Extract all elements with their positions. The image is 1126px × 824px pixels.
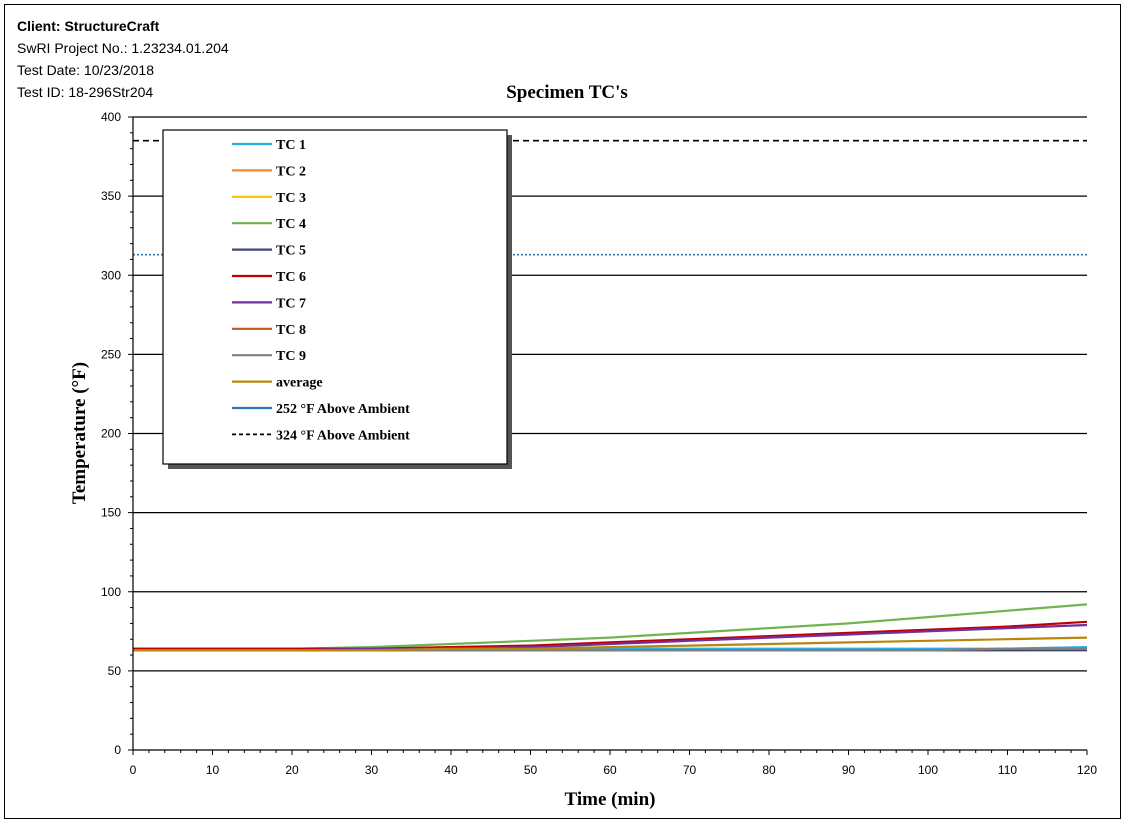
y-tick-label-0: 0 bbox=[114, 743, 121, 757]
x-tick-label-10: 10 bbox=[206, 763, 220, 777]
legend-label-1: TC 1 bbox=[276, 138, 306, 153]
x-axis-label: Time (min) bbox=[565, 789, 656, 810]
client-label: Client: StructureCraft bbox=[17, 18, 160, 34]
series-lines bbox=[133, 603, 1088, 652]
legend: TC 1 TC 2 TC 3 TC 4 TC 5 TC 6 TC 7 TC 8 TC 9 aver… bbox=[162, 129, 512, 469]
project-number-label: SwRI Project No.: 1.23234.01.204 bbox=[17, 40, 229, 56]
gridlines bbox=[133, 116, 1087, 672]
x-tick-label-20: 20 bbox=[285, 763, 299, 777]
x-tick-label-120: 120 bbox=[1077, 763, 1097, 777]
y-tick-label-400: 400 bbox=[101, 110, 121, 124]
y-tick-label-150: 150 bbox=[101, 506, 121, 520]
x-tick-label-100: 100 bbox=[918, 763, 938, 777]
y-tick-label-50: 50 bbox=[108, 664, 122, 678]
series-line-6 bbox=[133, 620, 1088, 650]
x-tick-label-110: 110 bbox=[998, 763, 1017, 777]
legend-label-6: TC 6 bbox=[276, 270, 306, 285]
legend-box bbox=[162, 129, 508, 465]
legend-label-3: TC 3 bbox=[276, 191, 306, 206]
y-axis-label: Temperature (°F) bbox=[69, 362, 90, 504]
test-date-label: Test Date: 10/23/2018 bbox=[17, 62, 154, 78]
legend-label-7: TC 7 bbox=[276, 296, 306, 311]
x-tick-label-0: 0 bbox=[130, 763, 137, 777]
legend-label-9: TC 9 bbox=[276, 349, 306, 364]
y-tick-label-350: 350 bbox=[101, 189, 121, 203]
x-tick-label-40: 40 bbox=[444, 763, 458, 777]
test-id-label: Test ID: 18-296Str204 bbox=[17, 84, 154, 100]
x-tick-label-60: 60 bbox=[603, 763, 617, 777]
y-tick-label-300: 300 bbox=[101, 268, 121, 282]
axes: 0 50 100 150 200 250 300 350 400 0 10 20 30 40 50 60 70 8… bbox=[101, 110, 1097, 777]
y-tick-label-250: 250 bbox=[101, 347, 121, 361]
legend-label-12: 324 °F Above Ambient bbox=[276, 428, 410, 443]
reference-lines bbox=[133, 139, 1087, 256]
legend-label-4: TC 4 bbox=[276, 217, 306, 232]
legend-label-11: 252 °F Above Ambient bbox=[276, 402, 410, 417]
x-tick-label-70: 70 bbox=[683, 763, 697, 777]
legend-label-5: TC 5 bbox=[276, 244, 306, 259]
chart-title: Specimen TC's bbox=[506, 82, 628, 103]
x-tick-label-30: 30 bbox=[365, 763, 379, 777]
legend-label-8: TC 8 bbox=[276, 323, 306, 338]
series-line-10 bbox=[133, 636, 1088, 652]
x-tick-label-90: 90 bbox=[842, 763, 856, 777]
y-tick-label-200: 200 bbox=[101, 427, 121, 441]
y-tick-label-100: 100 bbox=[101, 585, 121, 599]
legend-label-10: average bbox=[276, 376, 323, 391]
x-tick-label-80: 80 bbox=[762, 763, 776, 777]
legend-label-2: TC 2 bbox=[276, 164, 306, 179]
x-tick-label-50: 50 bbox=[524, 763, 538, 777]
